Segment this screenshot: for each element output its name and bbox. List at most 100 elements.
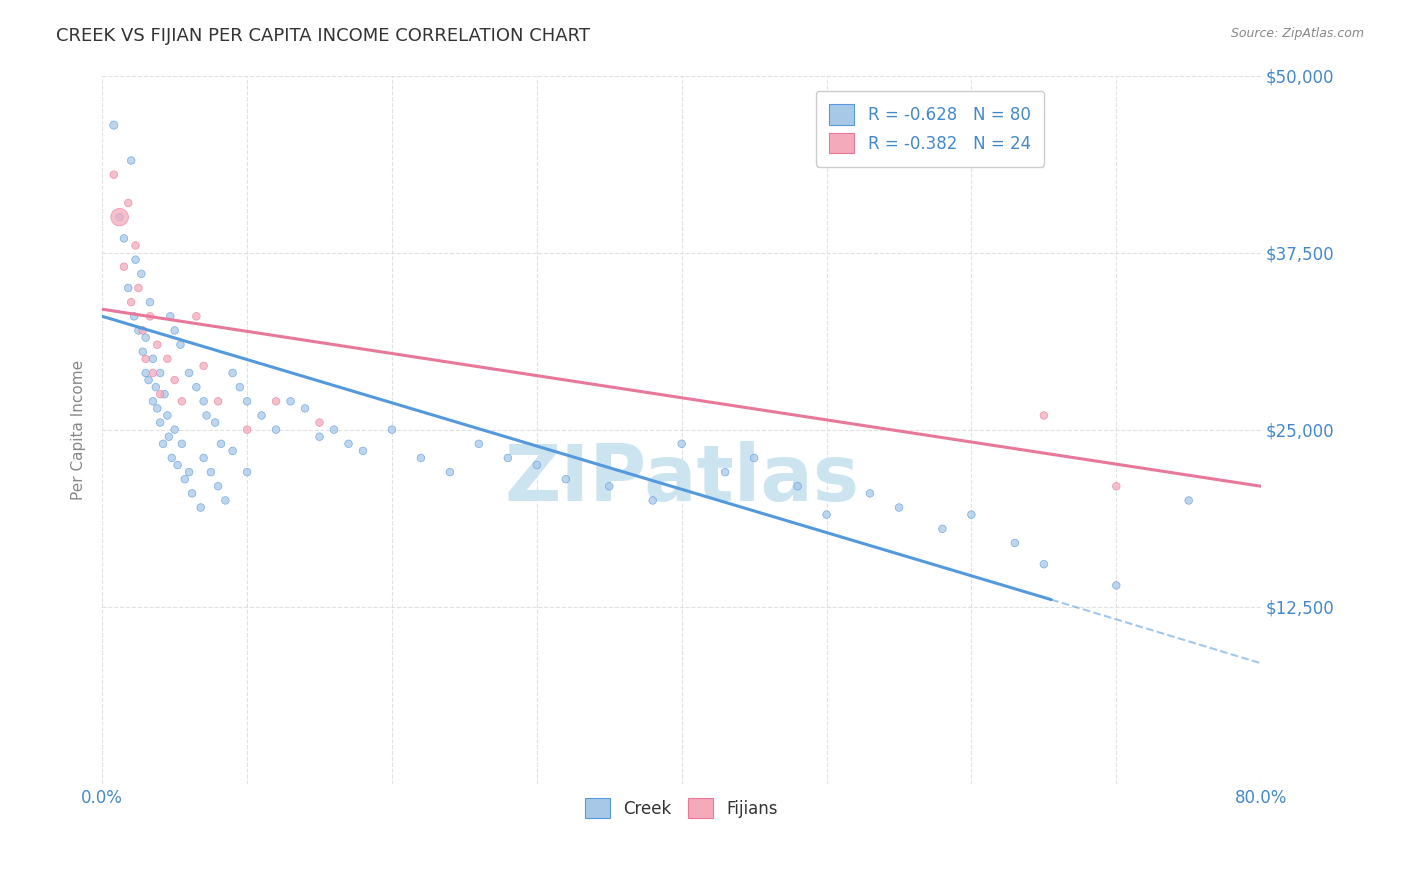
Point — [887, 500, 910, 515]
Point — [149, 387, 172, 401]
Point — [120, 295, 142, 310]
Point — [352, 443, 374, 458]
Point — [169, 337, 191, 351]
Point — [439, 465, 461, 479]
Point — [103, 118, 125, 132]
Y-axis label: Per Capita Income: Per Capita Income — [72, 359, 86, 500]
Point — [163, 373, 186, 387]
Point — [179, 465, 201, 479]
Point — [156, 409, 179, 423]
Point — [131, 267, 153, 281]
Point — [124, 238, 146, 252]
Point — [598, 479, 620, 493]
Point — [135, 330, 157, 344]
Point — [112, 260, 135, 274]
Point — [1032, 557, 1054, 571]
Point — [190, 500, 212, 515]
Point — [146, 337, 169, 351]
Point — [742, 450, 765, 465]
Legend: Creek, Fijians: Creek, Fijians — [578, 791, 785, 825]
Point — [108, 210, 131, 224]
Point — [179, 366, 201, 380]
Point — [931, 522, 953, 536]
Text: ZIPatlas: ZIPatlas — [505, 442, 859, 517]
Point — [554, 472, 576, 486]
Point — [166, 458, 188, 472]
Point — [117, 196, 139, 211]
Point — [1105, 578, 1128, 592]
Point — [193, 394, 215, 409]
Point — [132, 344, 155, 359]
Point — [221, 366, 243, 380]
Point — [195, 409, 218, 423]
Point — [149, 366, 172, 380]
Point — [193, 359, 215, 373]
Point — [236, 394, 259, 409]
Point — [960, 508, 983, 522]
Point — [236, 465, 259, 479]
Point — [209, 437, 232, 451]
Point — [157, 430, 180, 444]
Point — [409, 450, 432, 465]
Point — [135, 351, 157, 366]
Point — [204, 416, 226, 430]
Point — [112, 231, 135, 245]
Point — [1032, 409, 1054, 423]
Point — [308, 430, 330, 444]
Point — [250, 409, 273, 423]
Point — [308, 416, 330, 430]
Point — [207, 479, 229, 493]
Point — [264, 394, 287, 409]
Point — [526, 458, 548, 472]
Point — [142, 394, 165, 409]
Point — [671, 437, 693, 451]
Point — [214, 493, 236, 508]
Point — [117, 281, 139, 295]
Point — [146, 401, 169, 416]
Point — [1177, 493, 1199, 508]
Point — [149, 416, 172, 430]
Point — [337, 437, 360, 451]
Point — [132, 323, 155, 337]
Point — [229, 380, 252, 394]
Point — [152, 437, 174, 451]
Point — [173, 472, 195, 486]
Point — [103, 168, 125, 182]
Point — [142, 366, 165, 380]
Point — [186, 380, 208, 394]
Point — [714, 465, 737, 479]
Point — [120, 153, 142, 168]
Point — [156, 351, 179, 366]
Point — [159, 310, 181, 324]
Point — [193, 450, 215, 465]
Point — [163, 323, 186, 337]
Point — [641, 493, 664, 508]
Point — [145, 380, 167, 394]
Point — [135, 366, 157, 380]
Point — [139, 295, 162, 310]
Point — [815, 508, 838, 522]
Point — [207, 394, 229, 409]
Point — [200, 465, 222, 479]
Point — [170, 394, 193, 409]
Point — [181, 486, 204, 500]
Point — [859, 486, 882, 500]
Text: CREEK VS FIJIAN PER CAPITA INCOME CORRELATION CHART: CREEK VS FIJIAN PER CAPITA INCOME CORREL… — [56, 27, 591, 45]
Point — [786, 479, 808, 493]
Point — [108, 210, 131, 224]
Point — [142, 351, 165, 366]
Point — [139, 310, 162, 324]
Point — [1004, 536, 1026, 550]
Point — [323, 423, 346, 437]
Point — [1105, 479, 1128, 493]
Point — [381, 423, 404, 437]
Point — [138, 373, 160, 387]
Point — [186, 310, 208, 324]
Point — [294, 401, 316, 416]
Point — [124, 252, 146, 267]
Point — [127, 323, 149, 337]
Point — [496, 450, 519, 465]
Point — [236, 423, 259, 437]
Point — [280, 394, 302, 409]
Point — [160, 450, 183, 465]
